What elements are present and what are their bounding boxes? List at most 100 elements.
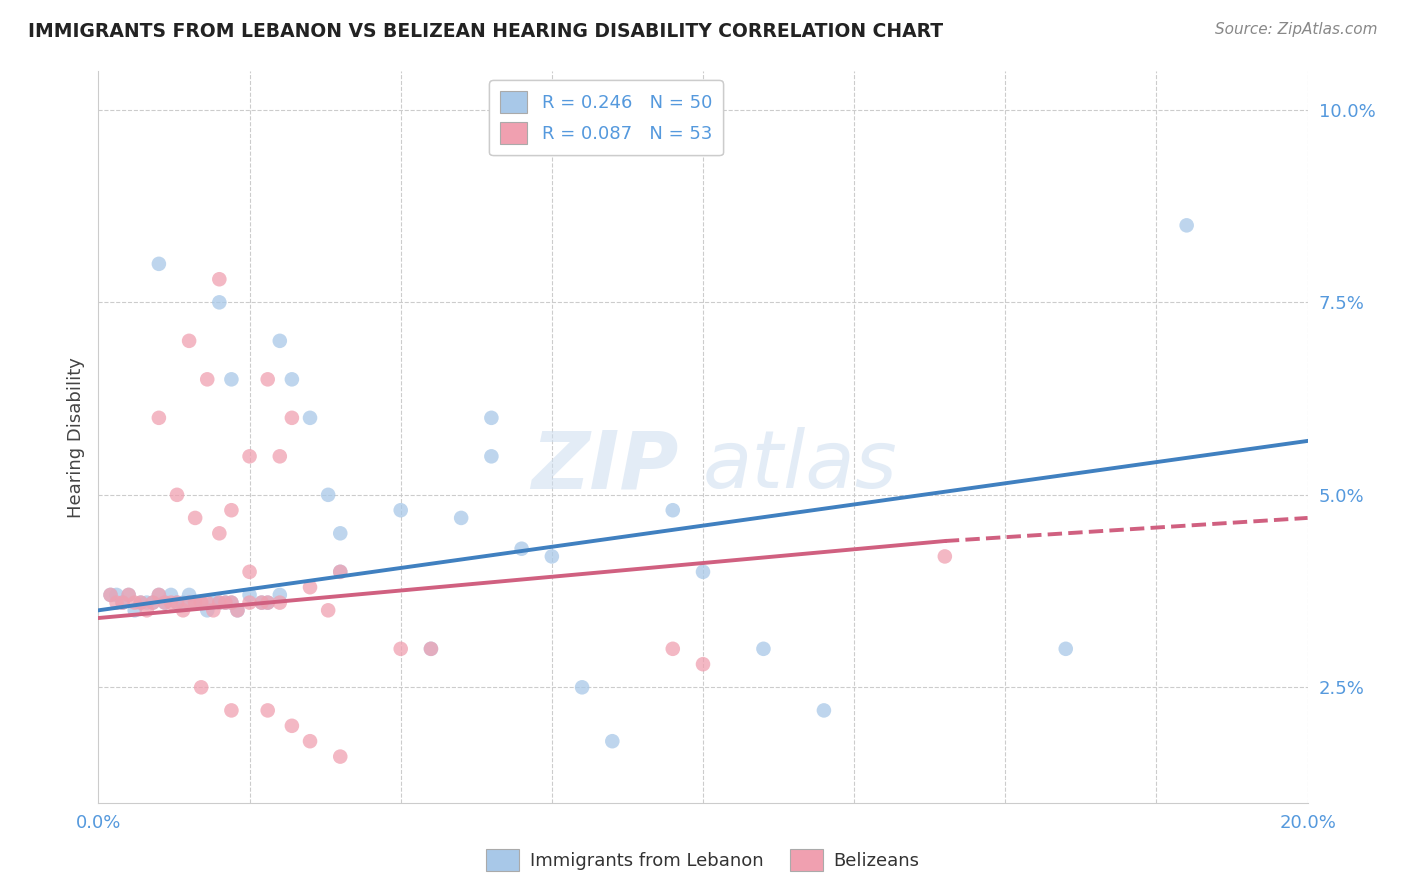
Legend: R = 0.246   N = 50, R = 0.087   N = 53: R = 0.246 N = 50, R = 0.087 N = 53	[489, 80, 723, 155]
Point	[256, 596, 278, 610]
Point	[160, 588, 183, 602]
Point	[752, 641, 775, 656]
Point	[100, 588, 122, 602]
Point	[160, 596, 183, 610]
Point	[239, 565, 262, 579]
Point	[299, 410, 322, 425]
Point	[1175, 219, 1198, 233]
Point	[118, 588, 141, 602]
Point	[389, 503, 412, 517]
Point	[602, 734, 624, 748]
Point	[142, 596, 165, 610]
Point	[111, 596, 134, 610]
Point	[269, 596, 291, 610]
Point	[316, 603, 339, 617]
Point	[129, 596, 152, 610]
Point	[1054, 641, 1077, 656]
Point	[142, 596, 165, 610]
Point	[208, 596, 231, 610]
Point	[813, 703, 835, 717]
Point	[195, 372, 218, 386]
Point	[316, 488, 339, 502]
Point	[299, 580, 322, 594]
Point	[692, 657, 714, 672]
Point	[100, 588, 122, 602]
Point	[166, 596, 188, 610]
Legend: Immigrants from Lebanon, Belizeans: Immigrants from Lebanon, Belizeans	[479, 842, 927, 879]
Point	[208, 295, 231, 310]
Point	[221, 596, 243, 610]
Point	[190, 681, 212, 695]
Point	[221, 503, 243, 517]
Point	[329, 749, 352, 764]
Point	[510, 541, 533, 556]
Point	[450, 511, 472, 525]
Point	[269, 450, 291, 464]
Point	[299, 734, 322, 748]
Point	[202, 596, 225, 610]
Point	[184, 511, 207, 525]
Point	[184, 596, 207, 610]
Point	[172, 596, 194, 610]
Point	[166, 596, 188, 610]
Point	[148, 257, 170, 271]
Point	[239, 450, 262, 464]
Point	[329, 526, 352, 541]
Point	[692, 565, 714, 579]
Point	[105, 588, 128, 602]
Point	[256, 596, 278, 610]
Text: ZIP: ZIP	[531, 427, 679, 506]
Point	[281, 719, 304, 733]
Point	[148, 588, 170, 602]
Point	[221, 703, 243, 717]
Point	[179, 334, 201, 348]
Text: Source: ZipAtlas.com: Source: ZipAtlas.com	[1215, 22, 1378, 37]
Point	[214, 596, 236, 610]
Point	[166, 488, 188, 502]
Point	[571, 681, 593, 695]
Point	[179, 596, 201, 610]
Point	[389, 641, 412, 656]
Point	[153, 596, 176, 610]
Text: IMMIGRANTS FROM LEBANON VS BELIZEAN HEARING DISABILITY CORRELATION CHART: IMMIGRANTS FROM LEBANON VS BELIZEAN HEAR…	[28, 22, 943, 41]
Point	[208, 596, 231, 610]
Point	[214, 596, 236, 610]
Point	[661, 641, 683, 656]
Point	[256, 372, 278, 386]
Point	[250, 596, 273, 610]
Point	[118, 588, 141, 602]
Point	[239, 596, 262, 610]
Point	[250, 596, 273, 610]
Point	[172, 603, 194, 617]
Point	[269, 334, 291, 348]
Point	[281, 410, 304, 425]
Point	[221, 372, 243, 386]
Point	[111, 596, 134, 610]
Point	[208, 526, 231, 541]
Point	[269, 588, 291, 602]
Point	[256, 703, 278, 717]
Point	[105, 596, 128, 610]
Point	[124, 596, 146, 610]
Point	[540, 549, 562, 564]
Point	[226, 603, 249, 617]
Point	[226, 603, 249, 617]
Y-axis label: Hearing Disability: Hearing Disability	[66, 357, 84, 517]
Point	[481, 450, 503, 464]
Point	[281, 372, 304, 386]
Point	[239, 588, 262, 602]
Point	[190, 596, 212, 610]
Point	[420, 641, 443, 656]
Point	[195, 596, 218, 610]
Point	[420, 641, 443, 656]
Point	[184, 596, 207, 610]
Point	[195, 603, 218, 617]
Point	[135, 603, 157, 617]
Point	[148, 588, 170, 602]
Point	[329, 565, 352, 579]
Point	[329, 565, 352, 579]
Point	[153, 596, 176, 610]
Point	[129, 596, 152, 610]
Point	[661, 503, 683, 517]
Point	[934, 549, 956, 564]
